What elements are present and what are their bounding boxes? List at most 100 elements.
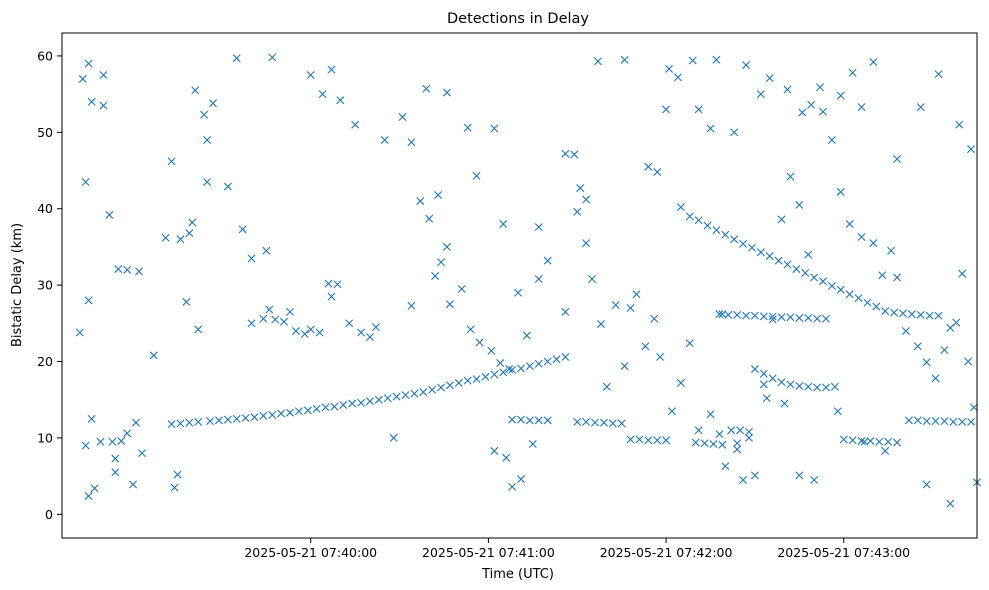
detection-point-117 — [442, 88, 451, 97]
detection-point-69 — [132, 418, 141, 427]
detection-point-146 — [668, 407, 676, 416]
detection-point-91 — [265, 305, 274, 314]
detection-point-253 — [742, 311, 751, 320]
detection-point-349 — [836, 91, 845, 100]
detection-point-226 — [730, 235, 739, 244]
detection-point-36 — [490, 370, 499, 379]
detection-point-178 — [958, 269, 967, 278]
detection-point-288 — [813, 383, 822, 392]
detection-point-55 — [75, 328, 84, 337]
detection-point-78 — [170, 483, 179, 492]
y-tick-label-0: 0 — [45, 507, 53, 522]
detection-point-318 — [416, 197, 425, 206]
detection-point-108 — [306, 71, 315, 80]
detection-point-328 — [570, 150, 579, 159]
detection-point-340 — [712, 55, 721, 64]
detection-point-136 — [588, 275, 597, 283]
detection-point-73 — [176, 235, 185, 244]
detection-point-179 — [964, 357, 973, 366]
detection-point-230 — [765, 252, 774, 261]
detection-point-341 — [730, 128, 739, 137]
chart-title: Detections in Delay — [447, 11, 589, 27]
y-axis-label: Bistatic Delay (km) — [10, 223, 25, 347]
detection-point-263 — [573, 417, 582, 426]
detection-point-59 — [90, 484, 99, 493]
detection-point-271 — [644, 436, 653, 445]
detection-point-67 — [129, 480, 138, 489]
detection-point-31 — [445, 381, 454, 390]
detection-point-71 — [161, 233, 170, 242]
detection-point-316 — [389, 433, 398, 442]
detection-point-338 — [694, 105, 703, 114]
detection-point-68 — [137, 449, 146, 458]
detection-point-223 — [703, 221, 712, 230]
detection-point-142 — [632, 290, 641, 299]
detection-point-86 — [238, 225, 247, 234]
detection-point-14 — [294, 407, 303, 416]
detection-point-41 — [534, 359, 543, 368]
detection-point-268 — [617, 419, 626, 428]
detection-point-325 — [508, 415, 517, 424]
detection-point-162 — [819, 107, 828, 116]
detection-point-80 — [191, 86, 200, 95]
detection-point-96 — [300, 330, 309, 339]
detection-point-241 — [863, 298, 872, 307]
detection-point-5 — [214, 416, 223, 425]
detection-point-79 — [182, 297, 191, 306]
detection-point-180 — [970, 403, 979, 412]
detection-point-82 — [203, 135, 212, 144]
detection-point-135 — [582, 239, 591, 248]
detection-point-27 — [410, 389, 419, 398]
detection-point-236 — [819, 277, 828, 286]
detection-point-125 — [487, 346, 496, 355]
detection-point-369 — [922, 480, 931, 489]
detection-point-290 — [830, 382, 839, 391]
detection-point-23 — [374, 395, 383, 404]
detection-point-167 — [869, 239, 878, 248]
detection-point-324 — [499, 220, 508, 228]
detection-point-74 — [185, 229, 194, 238]
detection-point-224 — [712, 226, 721, 235]
y-tick-label-5: 50 — [37, 125, 53, 140]
detection-point-62 — [108, 437, 117, 446]
detection-point-373 — [810, 475, 819, 484]
detection-point-63 — [111, 454, 120, 463]
detection-point-132 — [561, 307, 570, 316]
detection-point-337 — [688, 56, 697, 65]
detection-point-332 — [644, 162, 653, 171]
detection-point-35 — [481, 372, 490, 381]
detection-point-104 — [365, 333, 374, 342]
detection-point-4 — [206, 417, 215, 426]
detection-point-9 — [250, 413, 259, 422]
detection-point-172 — [913, 342, 922, 351]
detection-point-110 — [327, 65, 336, 74]
detection-point-292 — [848, 436, 857, 445]
detection-point-15 — [303, 406, 312, 415]
detection-point-18 — [330, 402, 339, 411]
plot-frame — [61, 32, 978, 539]
detection-point-347 — [807, 100, 816, 109]
detection-point-252 — [733, 310, 742, 319]
detection-point-166 — [857, 232, 866, 241]
detection-point-321 — [434, 190, 443, 199]
detection-point-40 — [525, 362, 534, 371]
detection-point-143 — [641, 342, 650, 351]
detection-point-47 — [87, 97, 96, 106]
detection-point-81 — [200, 110, 209, 119]
detection-point-310 — [543, 416, 552, 425]
detection-point-120 — [437, 258, 446, 267]
detection-point-161 — [804, 250, 813, 259]
detection-point-116 — [422, 84, 431, 93]
detection-point-265 — [591, 418, 599, 427]
detection-point-307 — [516, 415, 525, 424]
detection-point-148 — [685, 339, 694, 348]
detection-point-247 — [916, 310, 925, 319]
detection-point-368 — [946, 499, 955, 508]
detection-point-342 — [742, 61, 751, 70]
detection-point-51 — [114, 265, 123, 274]
detection-point-75 — [188, 218, 197, 227]
detection-point-140 — [620, 362, 629, 371]
detection-point-7 — [232, 414, 241, 423]
detection-point-231 — [774, 256, 783, 265]
x-tick-label-3: 2025-05-21 07:43:00 — [777, 545, 910, 560]
